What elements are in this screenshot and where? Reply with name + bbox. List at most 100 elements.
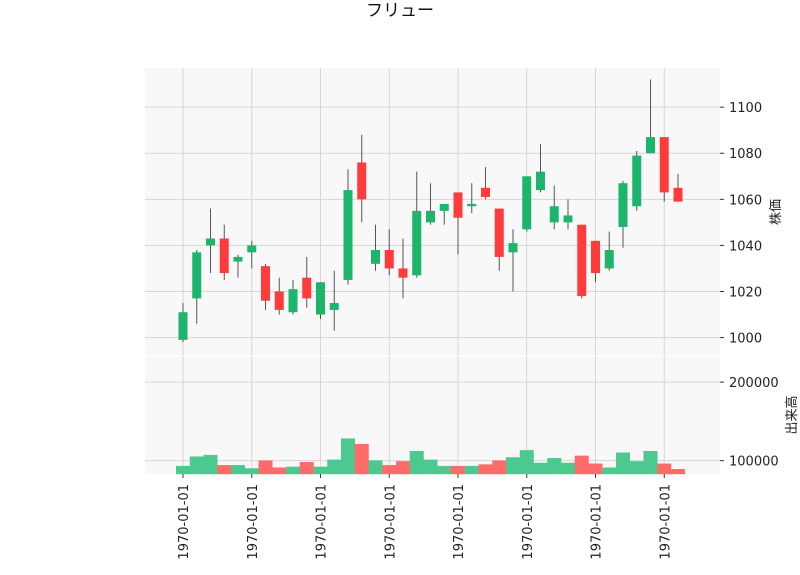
candle-body-up <box>646 137 655 154</box>
volume-bar <box>217 465 232 475</box>
candle-body-up <box>371 250 380 264</box>
candle-body-up <box>233 256 243 262</box>
candle-body-up <box>426 210 435 223</box>
volume-bar <box>327 459 342 475</box>
x-tick-label: 1970-01-01 <box>452 484 467 560</box>
volume-bar <box>354 443 369 475</box>
volume-bar <box>561 462 575 475</box>
candle-body-up <box>316 282 325 315</box>
volume-bar <box>341 438 355 475</box>
candle-body-up <box>412 210 422 276</box>
candle-body-down <box>577 224 587 297</box>
volume-bar <box>176 465 190 475</box>
volume-bar <box>464 465 479 475</box>
volume-axis-label: 出来高 <box>784 395 800 434</box>
price-tick-label: 1020 <box>729 285 762 300</box>
x-tick-label: 1970-01-01 <box>177 484 192 560</box>
volume-bar <box>547 458 562 475</box>
candle-body-down <box>673 187 683 202</box>
candle-body-down <box>494 208 504 257</box>
price-axis-label: 株価 <box>769 199 784 225</box>
candle-body-up <box>508 243 518 253</box>
candle-body-up <box>343 190 353 280</box>
candle-body-down <box>591 240 600 274</box>
volume-bar <box>616 452 630 475</box>
volume-bar <box>492 460 507 475</box>
candle-body-down <box>659 137 669 193</box>
volume-bar <box>272 467 287 475</box>
volume-bar <box>368 460 383 475</box>
volume-bar <box>203 454 218 475</box>
candle-body-down <box>261 266 270 301</box>
price-axis-ticks: 1000 1020 1040 1060 1080 1100 <box>720 101 762 347</box>
volume-bar <box>657 463 672 475</box>
candles <box>178 79 683 343</box>
volume-bar <box>231 465 245 475</box>
chart-title: フリュー <box>366 1 434 21</box>
candle-body-up <box>247 245 257 253</box>
candle-body-up <box>604 250 614 269</box>
candle-body-up <box>178 312 188 340</box>
volume-bar <box>313 466 328 475</box>
volume-tick-label: 200000 <box>729 376 779 391</box>
x-tick-label: 1970-01-01 <box>590 484 605 560</box>
x-tick-label: 1970-01-01 <box>383 484 398 560</box>
volume-bar <box>437 465 452 475</box>
volume-axis-ticks: 100000 200000 <box>720 376 779 470</box>
volume-bar <box>643 450 658 475</box>
candle-body-up <box>563 215 573 223</box>
volume-bar <box>519 450 534 475</box>
candle-body-up <box>632 155 642 207</box>
candle-body-down <box>398 268 408 278</box>
candle-body-up <box>206 238 215 246</box>
candle-body-up <box>288 289 298 313</box>
volume-bar <box>629 461 644 475</box>
volume-bar <box>286 466 300 475</box>
volume-bar <box>382 465 397 475</box>
volume-bar <box>478 464 493 475</box>
x-axis-ticks: 1970-01-01 1970-01-01 1970-01-01 1970-01-01… <box>177 474 673 560</box>
candle-body-up <box>329 303 339 310</box>
candle-body-down <box>481 187 490 198</box>
volume-bars <box>176 438 685 475</box>
volume-bar <box>396 461 410 475</box>
volume-tick-label: 100000 <box>729 455 779 470</box>
volume-bar <box>574 455 589 475</box>
candle-body-down <box>453 192 463 218</box>
candle-body-down <box>219 238 229 274</box>
volume-bar <box>299 461 314 475</box>
x-tick-label: 1970-01-01 <box>658 484 673 560</box>
x-tick-label: 1970-01-01 <box>315 484 330 560</box>
price-tick-label: 1000 <box>729 332 762 347</box>
x-tick-label: 1970-01-01 <box>246 484 261 560</box>
volume-bar <box>588 463 603 475</box>
x-tick-label: 1970-01-01 <box>521 484 536 560</box>
volume-bar <box>533 462 548 475</box>
candle-body-down <box>384 250 394 269</box>
volume-bar <box>602 467 617 475</box>
volume-bar <box>506 457 520 475</box>
candle-body-up <box>618 183 628 227</box>
candle-body-down <box>302 277 312 299</box>
price-tick-label: 1040 <box>729 239 762 254</box>
candle-body-down <box>274 291 284 310</box>
volume-bar <box>244 468 259 475</box>
volume-bar <box>189 456 204 475</box>
volume-bar <box>671 469 685 475</box>
price-tick-label: 1100 <box>729 101 762 116</box>
price-tick-label: 1080 <box>729 147 762 162</box>
candle-body-down <box>357 162 367 200</box>
volume-bar <box>258 460 273 475</box>
volume-bar <box>451 465 465 475</box>
volume-bar <box>423 459 438 475</box>
candle-body-up <box>522 176 532 230</box>
volume-panel <box>145 357 720 474</box>
candle-body-up <box>192 252 202 299</box>
price-tick-label: 1060 <box>729 193 762 208</box>
volume-bar <box>409 450 424 475</box>
candle-body-up <box>549 206 559 223</box>
candle-body-up <box>536 171 545 191</box>
candle-body-up <box>467 203 477 207</box>
candle-body-up <box>439 203 449 211</box>
